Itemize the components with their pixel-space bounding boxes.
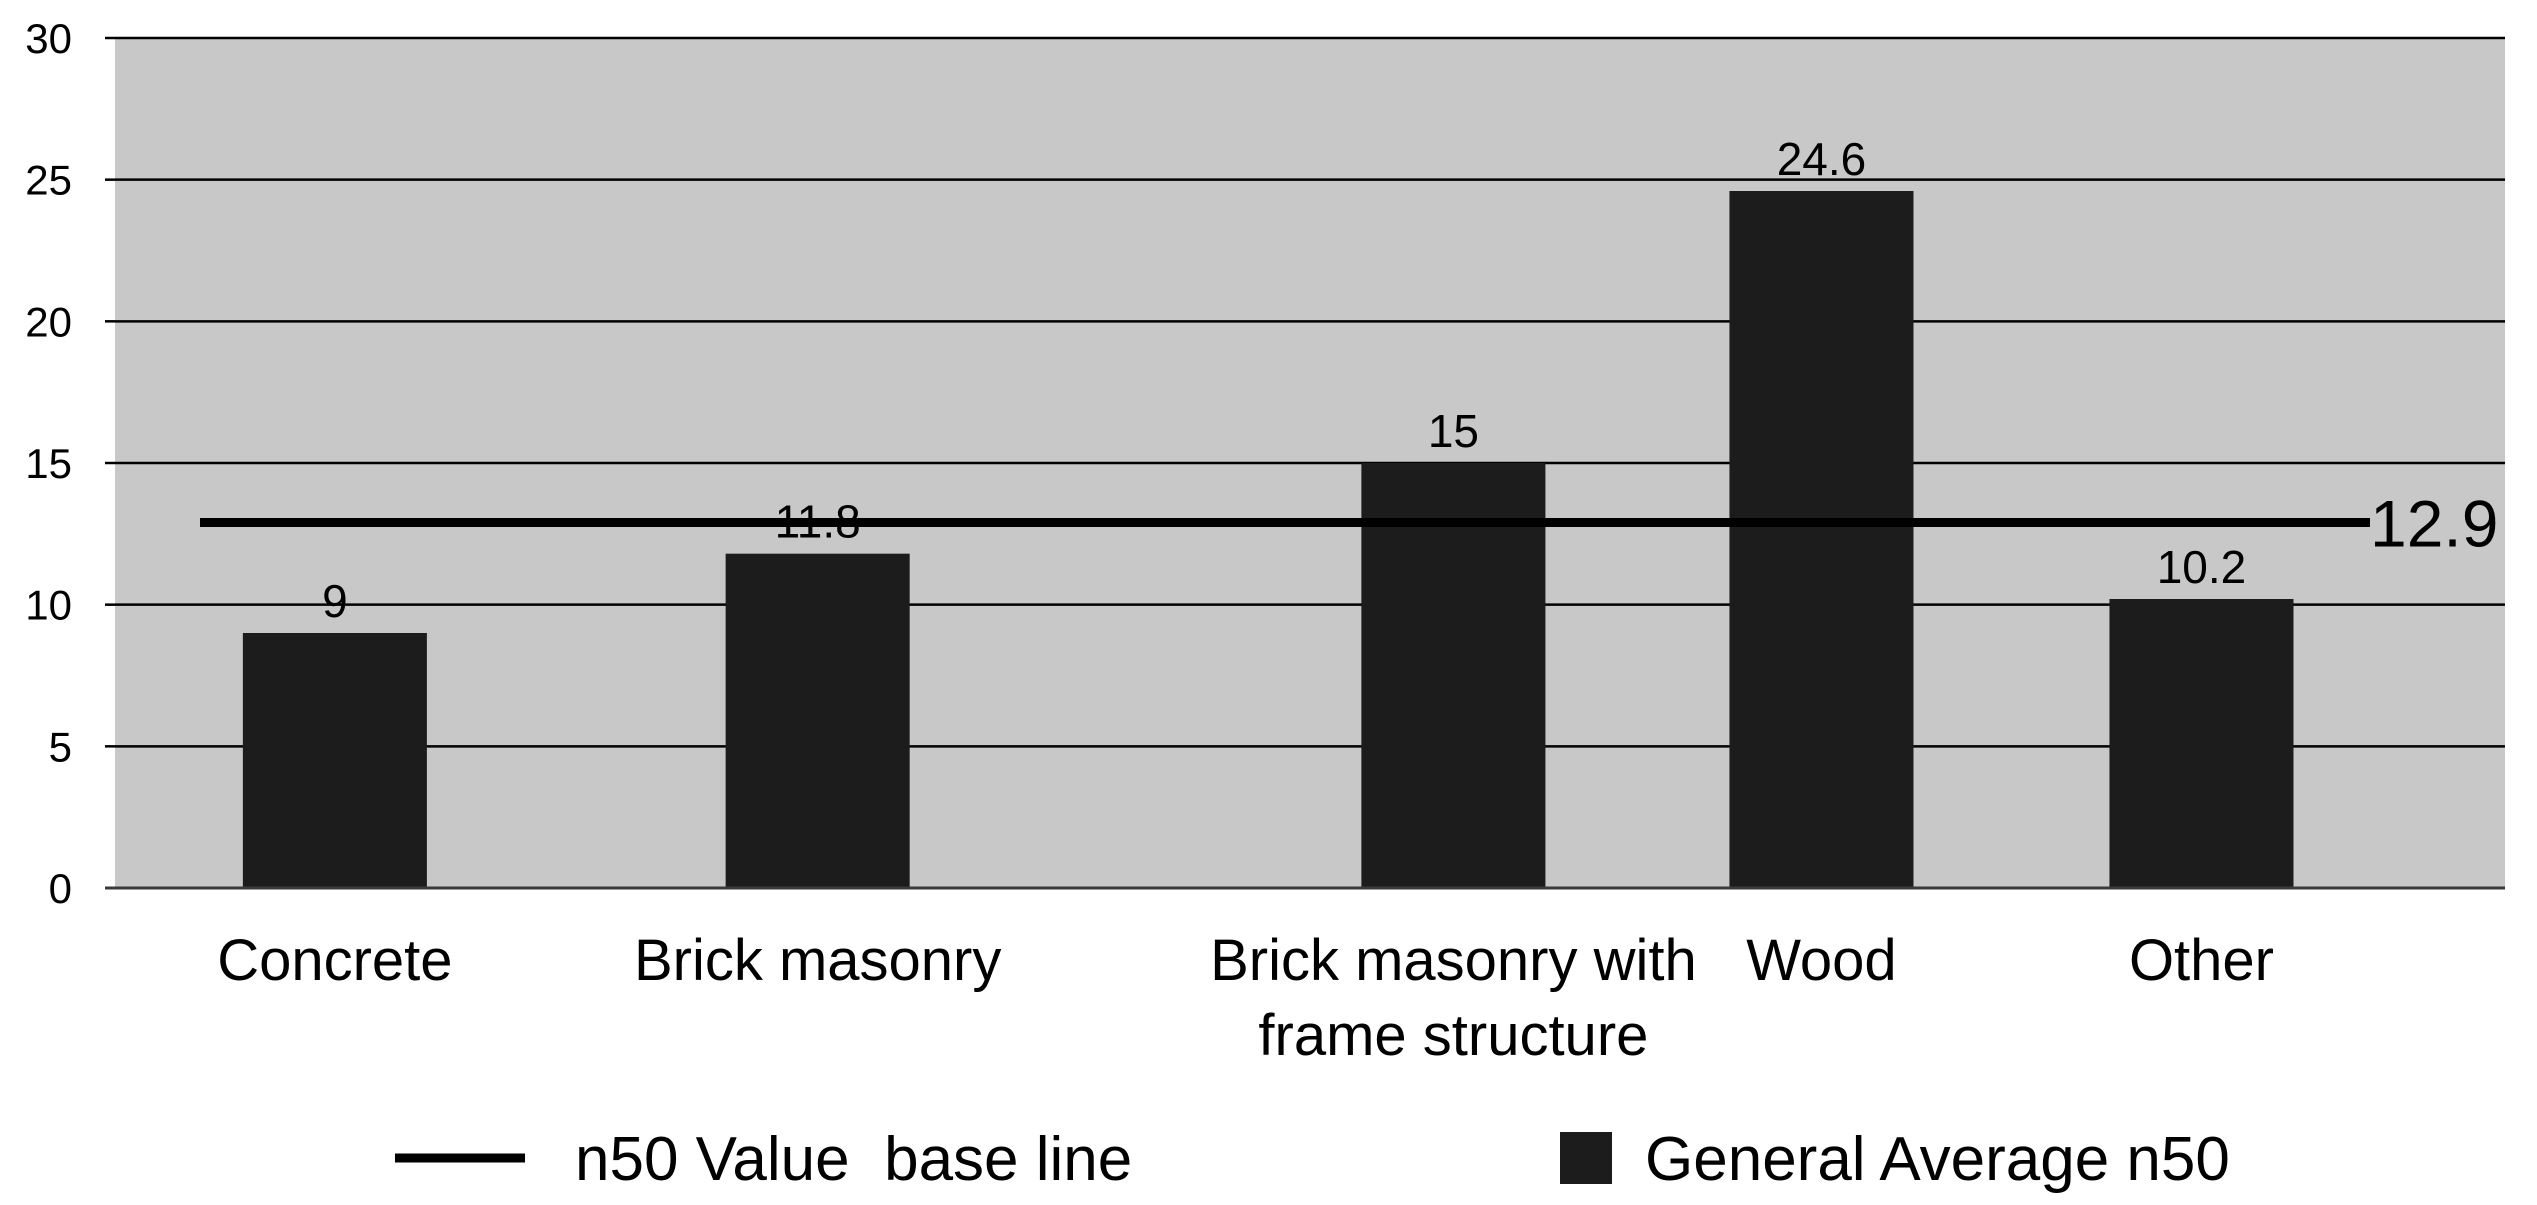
y-axis-tick-labels: 0 5 10 15 20 25 30 (25, 15, 72, 912)
y-tick-label: 15 (25, 440, 72, 487)
y-tick-label: 5 (49, 723, 72, 770)
category-label: Brick masonry (634, 928, 1001, 993)
category-label: Concrete (217, 928, 452, 993)
y-tick-label: 25 (25, 157, 72, 204)
category-label-line: Brick masonry (634, 928, 1001, 993)
bars (242, 191, 2294, 888)
category-label-line: Brick masonry with (1210, 928, 1697, 993)
category-label: Other (2129, 928, 2274, 993)
legend-bar-swatch (1560, 1132, 1612, 1184)
category-label-line: Wood (1746, 928, 1896, 993)
legend-label-baseline: n50 Value base line (575, 1125, 1132, 1194)
legend-label-series: General Average n50 (1645, 1125, 2230, 1194)
category-label: Wood (1746, 928, 1896, 993)
category-label: Brick masonry with frame structure (1210, 928, 1697, 1068)
category-labels: Concrete Brick masonry Brick masonry with f… (217, 928, 2274, 1068)
data-label: 9 (322, 575, 348, 627)
category-label-line: Other (2129, 928, 2274, 993)
category-label-line: Concrete (217, 928, 452, 993)
bar-concrete (242, 633, 427, 888)
gridlines (105, 36, 2505, 890)
legend: n50 Value base line General Average n50 (395, 1125, 2230, 1194)
baseline: 12.9 (200, 487, 2498, 561)
y-tick-label: 10 (25, 582, 72, 629)
data-label: 10.2 (2157, 541, 2247, 593)
baseline-value-label: 12.9 (2370, 487, 2498, 561)
data-label: 15 (1428, 405, 1479, 457)
bar-brick-masonry (725, 553, 910, 888)
data-label: 24.6 (1777, 133, 1867, 185)
category-label-line: frame structure (1258, 1003, 1648, 1068)
y-tick-label: 30 (25, 15, 72, 62)
bar-other (2109, 599, 2294, 888)
y-tick-label: 0 (49, 865, 72, 912)
y-tick-label: 20 (25, 298, 72, 345)
bar-brick-masonry-with-frame-structure (1361, 463, 1546, 888)
bar-wood (1729, 191, 1914, 888)
